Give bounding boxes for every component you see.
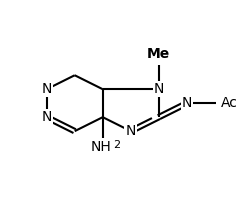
Text: N: N — [154, 82, 164, 96]
Text: NH: NH — [91, 140, 112, 154]
Text: N: N — [125, 124, 136, 138]
Text: N: N — [182, 96, 192, 110]
Text: N: N — [42, 110, 52, 124]
Text: Me: Me — [147, 47, 170, 61]
Text: Ac: Ac — [220, 96, 237, 110]
Text: N: N — [42, 82, 52, 96]
Text: 2: 2 — [113, 140, 120, 150]
